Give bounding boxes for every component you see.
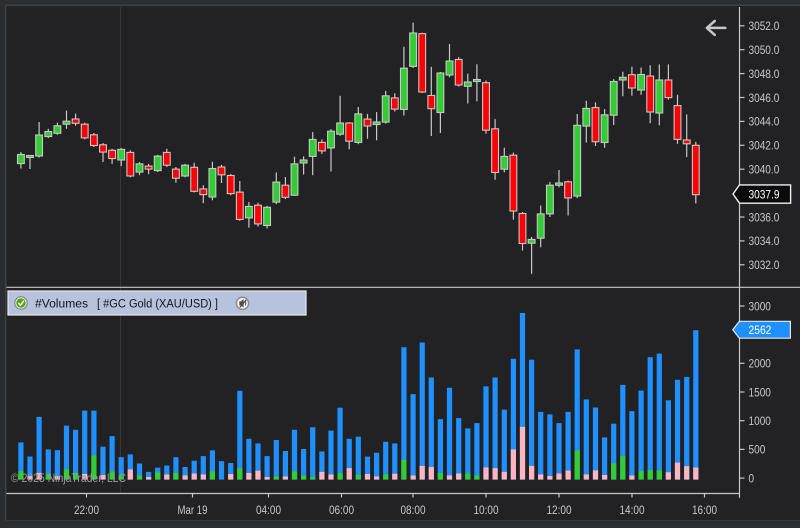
svg-text:0: 0 [749,471,755,485]
svg-text:3052.0: 3052.0 [749,19,780,33]
svg-text:3037.9: 3037.9 [749,187,780,201]
svg-text:[ #GC Gold (XAU/USD) ]: [ #GC Gold (XAU/USD) ] [97,299,218,311]
svg-text:04:00: 04:00 [256,505,281,517]
svg-text:3040.0: 3040.0 [749,163,780,177]
svg-text:12:00: 12:00 [547,505,572,517]
svg-text:3032.0: 3032.0 [749,258,780,272]
svg-text:3000: 3000 [749,299,772,313]
svg-text:Mar 19: Mar 19 [178,505,208,517]
svg-text:2000: 2000 [749,357,772,371]
svg-text:500: 500 [749,443,766,457]
svg-text:3042.0: 3042.0 [749,139,780,153]
svg-text:10:00: 10:00 [474,505,499,517]
svg-text:14:00: 14:00 [620,505,645,517]
svg-text:3046.0: 3046.0 [749,91,780,105]
svg-text:3034.0: 3034.0 [749,234,780,248]
svg-text:3036.0: 3036.0 [749,210,780,224]
svg-text:3050.0: 3050.0 [749,43,780,57]
svg-text:1500: 1500 [749,385,772,399]
svg-text:06:00: 06:00 [329,505,354,517]
svg-text:3044.0: 3044.0 [749,115,780,129]
svg-text:1000: 1000 [749,414,772,428]
svg-text:#Volumes: #Volumes [35,299,88,311]
svg-text:08:00: 08:00 [401,505,426,517]
svg-text:2562: 2562 [749,323,772,337]
svg-text:3048.0: 3048.0 [749,67,780,81]
svg-text:16:00: 16:00 [692,505,717,517]
svg-text:22:00: 22:00 [74,505,99,517]
svg-text:© 2025 NinjaTrader, LLC: © 2025 NinjaTrader, LLC [11,473,126,485]
